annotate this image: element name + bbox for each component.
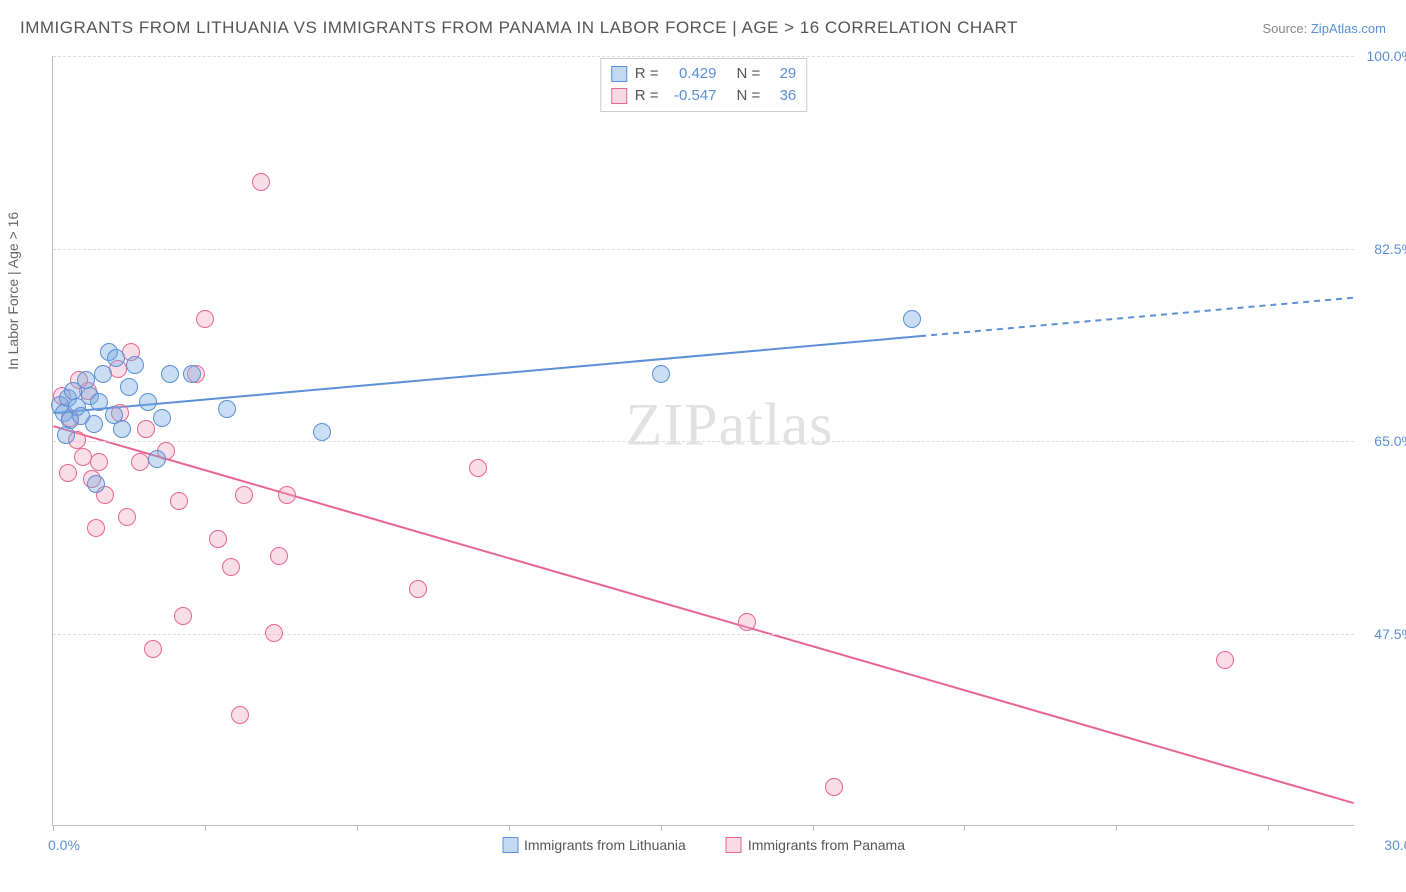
y-axis-label: In Labor Force | Age > 16 [5,211,21,369]
data-point-blue [139,393,157,411]
x-tick-mark [1268,825,1269,831]
r-value: -0.547 [667,85,717,107]
x-tick-mark [205,825,206,831]
y-tick-label: 47.5% [1374,626,1406,642]
y-tick-label: 100.0% [1367,48,1406,64]
data-point-pink [137,420,155,438]
gridline [53,56,1354,57]
y-tick-label: 82.5% [1374,241,1406,257]
data-point-pink [409,580,427,598]
r-label: R = [635,63,659,85]
data-point-blue [77,371,95,389]
data-point-pink [118,508,136,526]
data-point-pink [231,706,249,724]
data-point-pink [825,778,843,796]
legend-label-lithuania: Immigrants from Lithuania [524,837,686,853]
legend-label-panama: Immigrants from Panama [748,837,905,853]
x-tick-mark [813,825,814,831]
swatch-blue-icon [502,837,518,853]
n-value: 29 [768,63,796,85]
data-point-pink [174,607,192,625]
gridline [53,634,1354,635]
y-tick-label: 65.0% [1374,433,1406,449]
data-point-blue [126,356,144,374]
data-point-pink [222,558,240,576]
n-value: 36 [768,85,796,107]
data-point-blue [85,415,103,433]
x-tick-mark [53,825,54,831]
n-label: N = [737,85,761,107]
chart-title: IMMIGRANTS FROM LITHUANIA VS IMMIGRANTS … [20,18,1018,38]
legend-correlation: R = 0.429 N = 29 R = -0.547 N = 36 [600,58,808,112]
data-point-blue [120,378,138,396]
data-point-pink [265,624,283,642]
data-point-blue [113,420,131,438]
data-point-pink [131,453,149,471]
data-point-pink [90,453,108,471]
data-point-blue [161,365,179,383]
x-tick-mark [661,825,662,831]
data-point-pink [1216,651,1234,669]
data-point-blue [57,426,75,444]
r-label: R = [635,85,659,107]
gridline [53,441,1354,442]
data-point-pink [738,613,756,631]
data-point-blue [94,365,112,383]
x-tick-mark [1116,825,1117,831]
data-point-blue [183,365,201,383]
data-point-pink [469,459,487,477]
legend-correlation-row: R = -0.547 N = 36 [611,85,797,107]
r-value: 0.429 [667,63,717,85]
legend-correlation-row: R = 0.429 N = 29 [611,63,797,85]
swatch-pink-icon [726,837,742,853]
data-point-blue [107,349,125,367]
source-link[interactable]: ZipAtlas.com [1311,21,1386,36]
data-point-pink [252,173,270,191]
x-tick-mark [357,825,358,831]
data-point-pink [209,530,227,548]
data-point-blue [87,475,105,493]
legend-item-panama: Immigrants from Panama [726,837,905,853]
legend-series: Immigrants from Lithuania Immigrants fro… [502,837,905,853]
data-point-blue [903,310,921,328]
swatch-blue-icon [611,66,627,82]
source-credit: Source: ZipAtlas.com [1262,21,1386,36]
data-point-pink [235,486,253,504]
data-point-blue [153,409,171,427]
data-point-blue [652,365,670,383]
data-point-blue [313,423,331,441]
data-point-blue [148,450,166,468]
data-point-pink [87,519,105,537]
data-point-pink [144,640,162,658]
source-prefix: Source: [1262,21,1310,36]
scatter-chart: In Labor Force | Age > 16 ZIPatlas R =0.… [52,56,1354,826]
data-point-pink [270,547,288,565]
x-axis-max-label: 30.0% [1384,837,1406,853]
data-point-blue [90,393,108,411]
legend-item-lithuania: Immigrants from Lithuania [502,837,686,853]
data-point-blue [218,400,236,418]
x-tick-mark [964,825,965,831]
swatch-pink-icon [611,88,627,104]
data-point-pink [59,464,77,482]
gridline [53,249,1354,250]
n-label: N = [737,63,761,85]
data-point-pink [170,492,188,510]
x-axis-min-label: 0.0% [48,837,80,853]
data-point-pink [278,486,296,504]
data-point-pink [196,310,214,328]
x-tick-mark [509,825,510,831]
